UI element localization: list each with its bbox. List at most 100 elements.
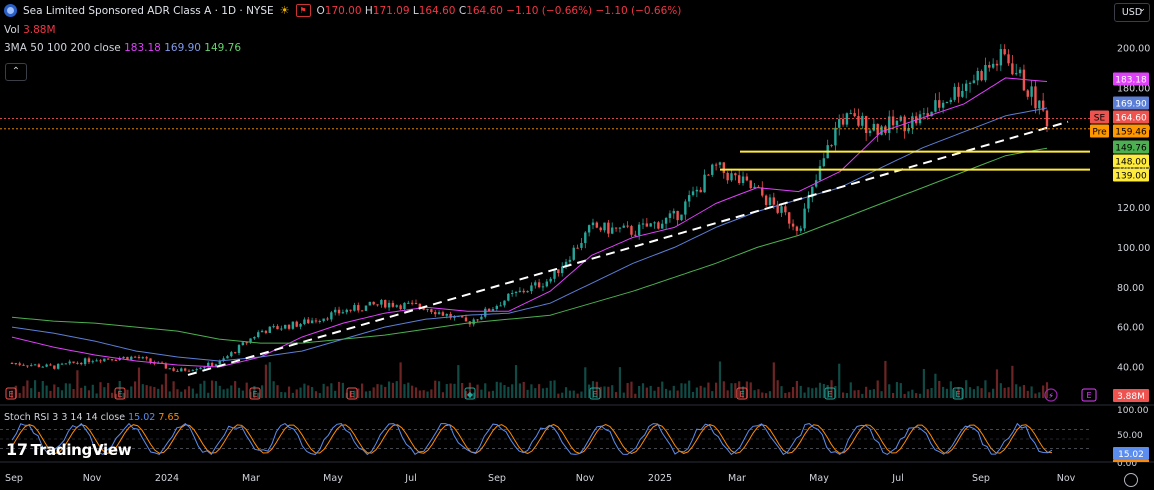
collapse-icon[interactable]: ⌃	[5, 63, 27, 81]
price-candle-body	[838, 118, 841, 128]
price-candle-body	[91, 361, 94, 363]
volume-bar	[695, 387, 698, 398]
volume-bar	[957, 386, 960, 398]
price-candle-body	[891, 116, 895, 126]
volume-bar	[334, 390, 337, 398]
volume-bar	[918, 393, 922, 398]
volume-bar	[391, 382, 395, 398]
volume-bar	[411, 385, 414, 398]
price-candle-body	[599, 227, 602, 231]
price-candle-body	[834, 127, 837, 146]
price-candle-body	[372, 301, 375, 305]
volume-bar	[826, 385, 829, 398]
price-candle-body	[687, 195, 691, 202]
price-candle-body	[414, 303, 418, 305]
price-candle-body	[649, 223, 652, 227]
volume-bar	[361, 383, 364, 398]
price-candle-body	[87, 358, 91, 363]
volume-bar	[980, 388, 983, 398]
price-candle-body	[387, 302, 391, 308]
price-candle-body	[22, 364, 25, 366]
volume-bar	[661, 381, 664, 398]
price-tag-bg	[1113, 110, 1149, 124]
stoch-rsi-legend[interactable]: Stoch RSI 3 3 14 14 close 15.02 7.65	[4, 412, 180, 423]
price-candle-body	[545, 281, 549, 287]
volume-bar	[484, 383, 487, 398]
volume-bar	[649, 385, 652, 398]
price-candle-body	[368, 301, 372, 306]
price-candle-body	[257, 332, 260, 338]
price-candle-body	[137, 356, 141, 358]
price-candle-body	[803, 208, 806, 229]
x-axis-tick-label: 2025	[648, 473, 672, 484]
price-candle-body	[307, 319, 310, 324]
price-candle-body	[668, 213, 672, 218]
price-candle-body	[572, 247, 575, 260]
volume-bar	[311, 387, 314, 398]
price-candle-body	[322, 318, 325, 322]
volume-bar	[749, 382, 752, 398]
price-candle-body	[484, 308, 487, 317]
volume-bar	[488, 391, 491, 398]
price-candle-body	[341, 312, 345, 314]
price-candle-body	[106, 358, 110, 360]
volume-bar	[811, 388, 814, 398]
volume-bar	[849, 382, 852, 398]
volume-bar	[607, 386, 610, 398]
price-candle-body	[995, 63, 999, 66]
price-candle-body	[83, 358, 87, 365]
volume-bar	[172, 381, 175, 398]
price-candle-body	[360, 310, 364, 312]
dividend-icon	[464, 387, 476, 400]
volume-bar	[934, 373, 937, 398]
price-candle-body	[364, 305, 368, 311]
volume-bar	[1011, 365, 1014, 398]
stoch-k-tag-bg	[1113, 447, 1149, 460]
price-candle-body	[830, 145, 833, 147]
price-candle-body	[99, 360, 102, 362]
price-candle-body	[999, 49, 1003, 66]
price-candle-body	[122, 356, 125, 359]
price-candle-body	[607, 222, 610, 234]
price-candle-body	[60, 363, 64, 365]
price-candle-body	[864, 116, 868, 134]
price-candle-body	[661, 223, 664, 229]
price-candle-body	[799, 228, 802, 231]
volume-bar	[184, 389, 187, 398]
price-tag-bg	[1113, 72, 1149, 86]
volume-bar	[1030, 386, 1033, 398]
flag-icon[interactable]: ⚑	[295, 4, 311, 17]
x-axis-tick-label: Nov	[83, 473, 102, 484]
price-candle-body	[657, 222, 660, 229]
volume-bar	[903, 393, 906, 398]
volume-legend[interactable]: Vol 3.88M	[4, 24, 56, 36]
currency-selector[interactable]: USD	[1114, 1, 1150, 22]
volume-bar	[249, 391, 252, 398]
volume-bar	[588, 384, 591, 398]
price-candle-body	[1015, 73, 1018, 75]
price-tag-bg	[1113, 140, 1149, 154]
volume-bar	[945, 388, 949, 398]
price-candle-body	[626, 225, 629, 227]
symbol-title[interactable]: Sea Limited Sponsored ADR Class A · 1D ·…	[23, 4, 274, 17]
settings-icon[interactable]	[1124, 473, 1138, 487]
price-candle-body	[618, 227, 622, 229]
volume-bar	[26, 380, 29, 398]
volume-bar	[645, 387, 648, 398]
price-candle-body	[441, 312, 445, 316]
volume-bar	[441, 392, 445, 398]
volume-bar	[926, 389, 929, 398]
volume-bar	[591, 381, 595, 398]
ma-legend[interactable]: 3MA 50 100 200 close 183.18 169.90 149.7…	[4, 42, 242, 54]
price-candle-body	[30, 365, 33, 367]
price-tag-value: 159.46	[1115, 128, 1147, 138]
volume-bar	[761, 392, 764, 398]
x-axis-tick-label: Sep	[972, 473, 990, 484]
price-candle-body	[218, 360, 221, 365]
price-candle-body	[880, 126, 883, 135]
volume-bar	[526, 389, 529, 398]
earnings-icon	[249, 387, 261, 400]
price-candle-body	[10, 363, 14, 365]
price-candle-body	[226, 356, 229, 359]
